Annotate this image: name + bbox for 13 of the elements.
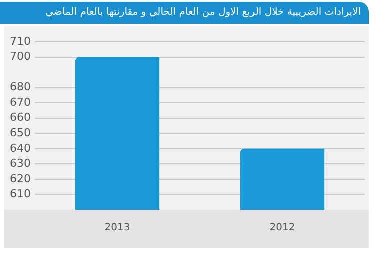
y-tick-label: 650 <box>10 126 31 140</box>
y-tick-label: 700 <box>10 50 31 64</box>
y-tick-label: 680 <box>10 80 31 94</box>
y-tick-label: 610 <box>10 188 31 201</box>
y-tick-label: 660 <box>10 111 31 124</box>
x-tick-label: 2012 <box>270 222 296 234</box>
y-tick-label: 710 <box>10 34 31 48</box>
y-tick-label: 630 <box>10 157 31 170</box>
chart-title: الايرادات الضريبية خلال الربع الاول من العام الحالي و مقارنتها بالعام الماضي <box>0 2 369 24</box>
y-tick-label: 640 <box>10 142 31 155</box>
x-tick-label: 2013 <box>104 222 130 234</box>
y-tick-label: 670 <box>10 96 31 109</box>
y-tick-label: 620 <box>10 172 31 186</box>
